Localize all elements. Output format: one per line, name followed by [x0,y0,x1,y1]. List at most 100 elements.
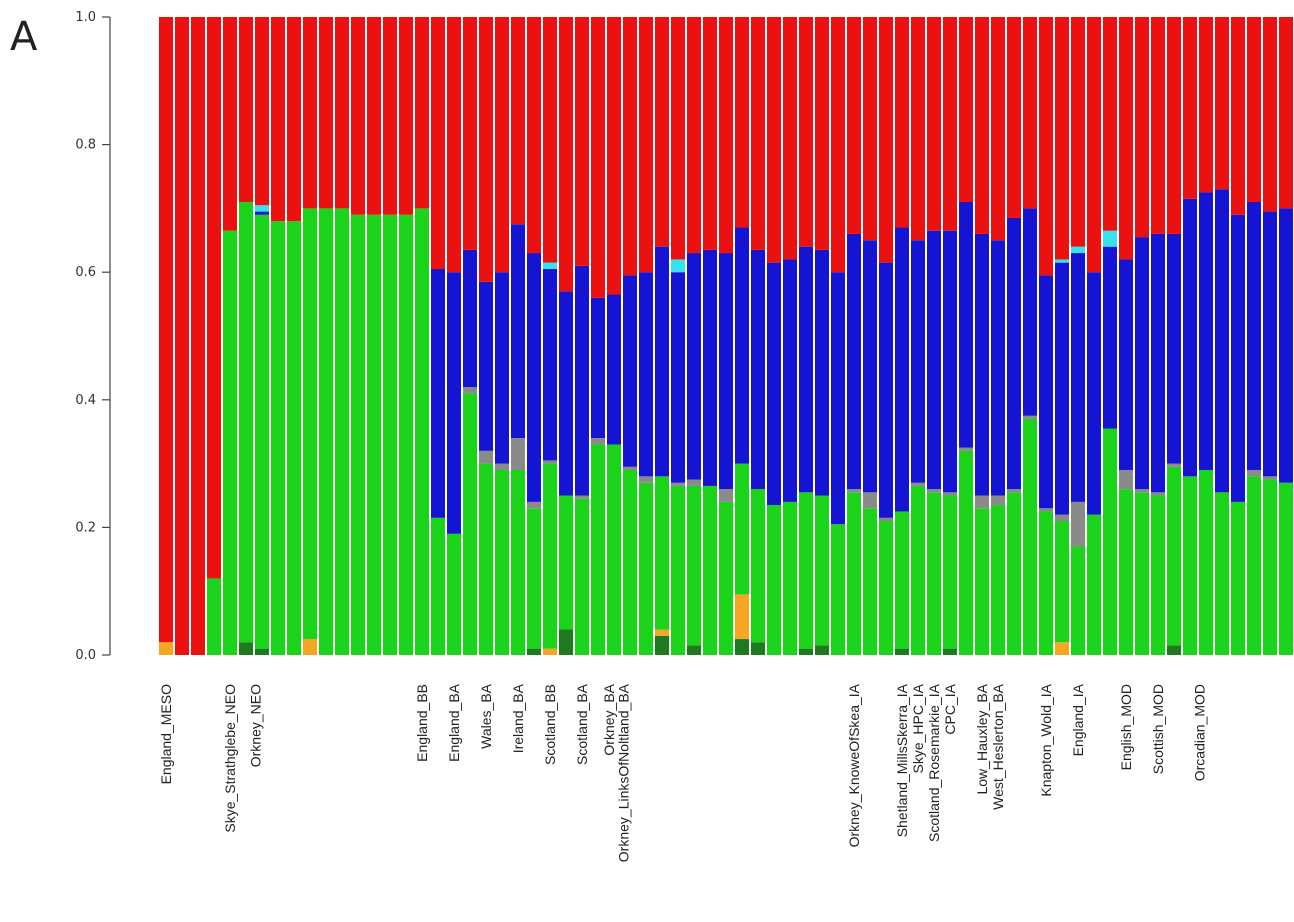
bar-41-darkgreen-segment [799,648,813,655]
bar-63 [1151,17,1165,655]
bar-66-red-segment [1199,17,1213,193]
x-category-label: Orkney_BA [601,683,617,755]
x-category-label: Wales_BA [478,683,494,749]
y-tick-label: 0.4 [75,393,96,408]
bar-35-blue-segment [703,249,717,486]
bar-36-red-segment [719,17,733,254]
bar-5-red-segment [223,17,237,231]
bar-48-green-segment [911,485,925,655]
bar-29-blue-segment [607,294,621,445]
x-category-label: Low_Hauxley_BA [974,683,990,794]
bar-64-darkgreen-segment [1167,645,1181,655]
bar-57-red-segment [1055,17,1069,260]
bar-2-red-segment [175,17,189,655]
bar-15-green-segment [383,214,397,655]
bar-24-darkgreen-segment [527,648,541,655]
bar-53-green-segment [991,505,1005,655]
bar-9-green-segment [287,221,301,655]
bar-61-blue-segment [1119,259,1133,470]
bar-26-red-segment [559,17,573,292]
bar-38-red-segment [751,17,765,250]
bar-60-red-segment [1103,17,1117,231]
bar-47-red-segment [895,17,909,228]
bar-24-red-segment [527,17,541,254]
bar-23-red-segment [511,17,525,225]
bar-70 [1263,17,1277,655]
bar-54-green-segment [1007,492,1021,655]
bar-25-blue-segment [543,269,557,461]
bar-30 [623,17,637,655]
bar-68 [1231,17,1245,655]
bar-68-red-segment [1231,17,1245,215]
bar-68-blue-segment [1231,214,1245,502]
bar-53 [991,17,1005,655]
bar-44-grey-segment [847,489,861,493]
bar-71-blue-segment [1279,208,1293,483]
bar-33-grey-segment [671,482,685,486]
bar-41 [799,17,813,655]
bar-27 [575,17,589,655]
bar-38-darkgreen-segment [751,642,765,655]
bar-70-green-segment [1263,479,1277,655]
bar-65-blue-segment [1183,198,1197,477]
bar-11-green-segment [319,208,333,655]
bar-69-blue-segment [1247,202,1261,470]
bar-52-red-segment [975,17,989,234]
bar-18-green-segment [431,517,445,655]
bar-55-red-segment [1023,17,1037,209]
bar-56-green-segment [1039,511,1053,655]
bar-43-blue-segment [831,272,845,525]
bar-6 [239,17,253,655]
bar-30-grey-segment [623,466,637,470]
bar-49 [927,17,941,655]
bar-28-green-segment [591,444,605,655]
bar-17-green-segment [415,208,429,655]
bar-43-green-segment [831,524,845,655]
bar-48-blue-segment [911,240,925,483]
bar-33-red-segment [671,17,685,260]
bar-5-green-segment [223,230,237,656]
x-category-label: England_MESO [158,684,174,785]
bar-64 [1167,17,1181,655]
bar-14-red-segment [367,17,381,215]
bar-29 [607,17,621,655]
bar-33-green-segment [671,485,685,655]
x-category-labels: England_MESO Skye_Strathglebe_NEO Orkney_N… [158,683,1208,862]
x-category-label: Orkney_NEO [248,684,264,767]
bar-39 [767,17,781,655]
bar-40-green-segment [783,501,797,655]
bar-42 [815,17,829,655]
x-category-label: Skye_HPC_IA [910,683,926,773]
bar-21-blue-segment [479,281,493,451]
bar-16 [399,17,413,655]
bar-4-red-segment [207,17,221,579]
bar-19-blue-segment [447,272,461,534]
bar-12-green-segment [335,208,349,655]
bar-32-green-segment [655,476,669,630]
bar-65 [1183,17,1197,655]
x-category-label: England_BB [414,684,430,762]
bar-37-green-segment [735,463,749,595]
bar-21-red-segment [479,17,493,282]
bar-20-grey-segment [463,387,477,394]
bar-32-red-segment [655,17,669,247]
x-category-label: English_MOD [1118,684,1134,770]
bar-24-grey-segment [527,501,541,509]
bar-55-blue-segment [1023,208,1037,416]
bar-69-red-segment [1247,17,1261,203]
bar-25-red-segment [543,17,557,263]
bar-42-green-segment [815,495,829,646]
bar-54-blue-segment [1007,217,1021,490]
bar-47-darkgreen-segment [895,648,909,655]
bar-51 [959,17,973,655]
bar-66-blue-segment [1199,192,1213,470]
bar-7-red-segment [255,17,269,206]
bar-42-blue-segment [815,249,829,496]
x-category-label: Scotland_Rosemarkie_IA [926,683,942,842]
bar-54-red-segment [1007,17,1021,218]
bar-64-green-segment [1167,466,1181,646]
bar-9 [287,17,301,655]
bar-28-red-segment [591,17,605,298]
x-category-label: West_Heslerton_BA [990,683,1006,809]
